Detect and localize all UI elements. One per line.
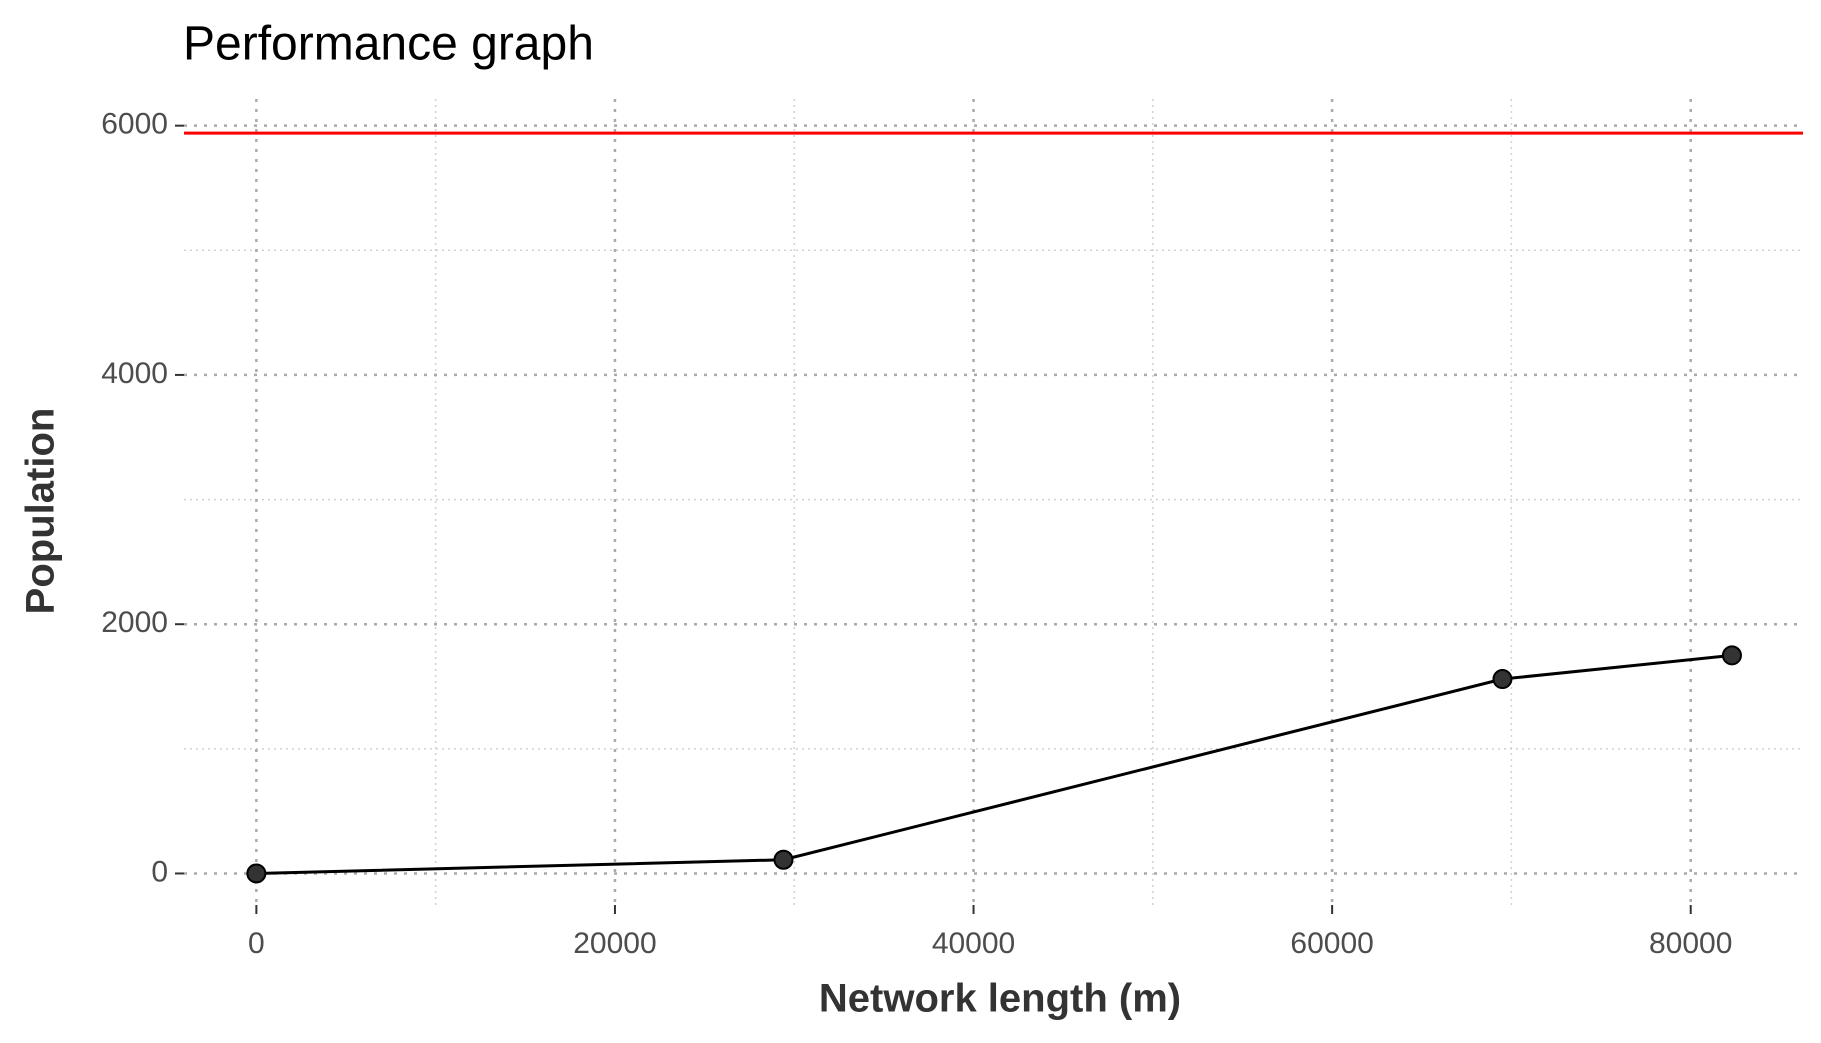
y-tick-label: 2000 [101,606,168,639]
data-point [246,863,267,884]
chart-title: Performance graph [183,18,594,71]
x-tick-label: 40000 [932,927,1015,960]
y-tick-label: 4000 [101,357,168,390]
series-line [256,653,1733,875]
data-point [1721,645,1742,666]
x-tick-label: 80000 [1649,927,1732,960]
data-point [773,849,794,870]
x-axis-title: Network length (m) [819,977,1181,1021]
data-point [1492,669,1513,690]
y-tick-label: 6000 [101,108,168,141]
x-tick-label: 0 [248,927,265,960]
x-tick-label: 60000 [1290,927,1373,960]
y-tick-label: 0 [151,855,168,888]
x-tick-label: 20000 [573,927,656,960]
y-axis-title: Population [19,408,63,615]
